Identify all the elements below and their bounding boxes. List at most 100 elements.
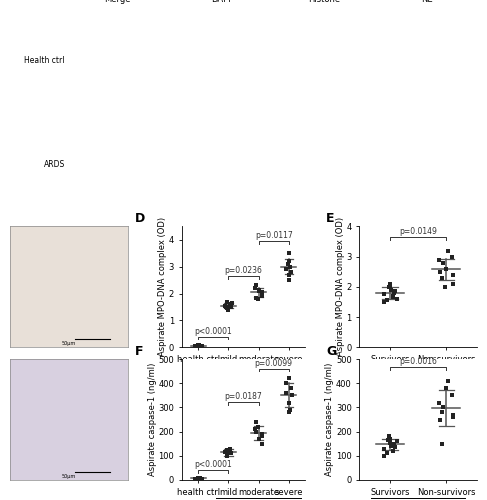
Point xyxy=(253,282,261,290)
Point xyxy=(444,377,452,385)
Text: p<0.0001: p<0.0001 xyxy=(194,326,232,336)
Text: DAPI: DAPI xyxy=(211,0,231,4)
Point xyxy=(435,398,443,406)
Point xyxy=(390,447,397,455)
Point xyxy=(436,268,444,276)
Point xyxy=(285,398,293,406)
Text: 50μm: 50μm xyxy=(359,100,374,105)
Point xyxy=(380,452,388,460)
Point xyxy=(444,246,452,254)
Point xyxy=(196,342,204,350)
Point xyxy=(284,260,292,268)
Point xyxy=(227,303,235,311)
Point xyxy=(285,270,293,278)
Point xyxy=(225,447,232,455)
Point xyxy=(385,283,393,291)
Text: NE: NE xyxy=(421,0,433,4)
Text: p<0.0001: p<0.0001 xyxy=(194,460,232,469)
Text: 50μm: 50μm xyxy=(462,205,476,210)
Point xyxy=(449,392,456,400)
Point xyxy=(197,342,205,349)
Point xyxy=(258,292,266,300)
Point xyxy=(192,342,200,350)
Text: 50μm: 50μm xyxy=(359,205,374,210)
Point xyxy=(390,292,397,300)
Point xyxy=(196,474,204,482)
Point xyxy=(385,432,393,440)
Point xyxy=(383,450,391,458)
Point xyxy=(258,288,266,296)
Point xyxy=(198,342,206,349)
Point xyxy=(436,416,444,424)
Point xyxy=(228,299,236,307)
Y-axis label: Aspirate caspase-1 (ng/ml): Aspirate caspase-1 (ng/ml) xyxy=(148,363,157,476)
Point xyxy=(251,284,259,292)
Point xyxy=(449,410,457,418)
Point xyxy=(225,306,232,314)
Y-axis label: Aspirate MPO-DNA complex (OD): Aspirate MPO-DNA complex (OD) xyxy=(336,218,345,356)
Point xyxy=(223,452,230,460)
Text: p=0.0149: p=0.0149 xyxy=(399,228,437,236)
Point xyxy=(287,384,295,392)
Y-axis label: Aspirate MPO-DNA complex (OD): Aspirate MPO-DNA complex (OD) xyxy=(158,218,167,356)
Text: 50μm: 50μm xyxy=(61,341,76,346)
Text: ARDS: ARDS xyxy=(44,160,65,169)
Text: p=0.0117: p=0.0117 xyxy=(255,231,293,240)
Point xyxy=(393,438,401,446)
Text: 50μm: 50μm xyxy=(256,205,270,210)
Point xyxy=(286,406,294,414)
Text: p=0.0187: p=0.0187 xyxy=(225,392,262,402)
Text: Merge: Merge xyxy=(105,0,131,4)
Text: F: F xyxy=(134,344,143,358)
Point xyxy=(194,474,202,482)
Text: 50μm: 50μm xyxy=(61,474,76,479)
Point xyxy=(380,444,388,452)
Point xyxy=(287,268,295,276)
Point xyxy=(191,342,199,350)
Point xyxy=(252,294,260,302)
Point xyxy=(282,389,290,397)
Point xyxy=(439,404,447,411)
Point xyxy=(391,440,398,448)
Point xyxy=(198,475,206,483)
Point xyxy=(383,296,391,304)
Text: p=0.0236: p=0.0236 xyxy=(225,266,262,275)
Point xyxy=(282,380,290,388)
Point xyxy=(256,435,263,443)
Point xyxy=(221,302,229,310)
Point xyxy=(439,258,447,266)
Point xyxy=(253,418,261,426)
Point xyxy=(393,295,401,303)
Text: ARDS: ARDS xyxy=(246,374,271,383)
Point xyxy=(438,274,446,282)
Point xyxy=(191,475,199,483)
Point xyxy=(439,440,447,448)
Point xyxy=(222,303,230,311)
Text: D: D xyxy=(134,212,145,225)
Point xyxy=(284,258,292,266)
Point xyxy=(285,408,293,416)
Point xyxy=(288,392,296,400)
Point xyxy=(223,450,231,458)
Point xyxy=(391,289,398,297)
Text: 50μm: 50μm xyxy=(256,100,270,105)
Point xyxy=(389,294,397,302)
Point xyxy=(386,280,394,288)
Point xyxy=(282,266,290,274)
Point xyxy=(449,280,457,288)
Point xyxy=(385,436,393,444)
Text: ARDS: ARDS xyxy=(406,374,431,383)
Point xyxy=(258,430,266,438)
Point xyxy=(386,283,394,291)
Text: G: G xyxy=(326,344,337,358)
Point xyxy=(449,252,456,260)
Text: p=0.0016: p=0.0016 xyxy=(399,358,437,366)
Point xyxy=(191,342,199,349)
Point xyxy=(386,438,394,446)
Text: 50μm: 50μm xyxy=(153,205,167,210)
Point xyxy=(442,384,450,392)
Y-axis label: Aspirate caspase-1 (ng/ml): Aspirate caspase-1 (ng/ml) xyxy=(325,363,335,476)
Point xyxy=(224,446,231,454)
Point xyxy=(380,298,388,306)
Point xyxy=(258,290,266,298)
